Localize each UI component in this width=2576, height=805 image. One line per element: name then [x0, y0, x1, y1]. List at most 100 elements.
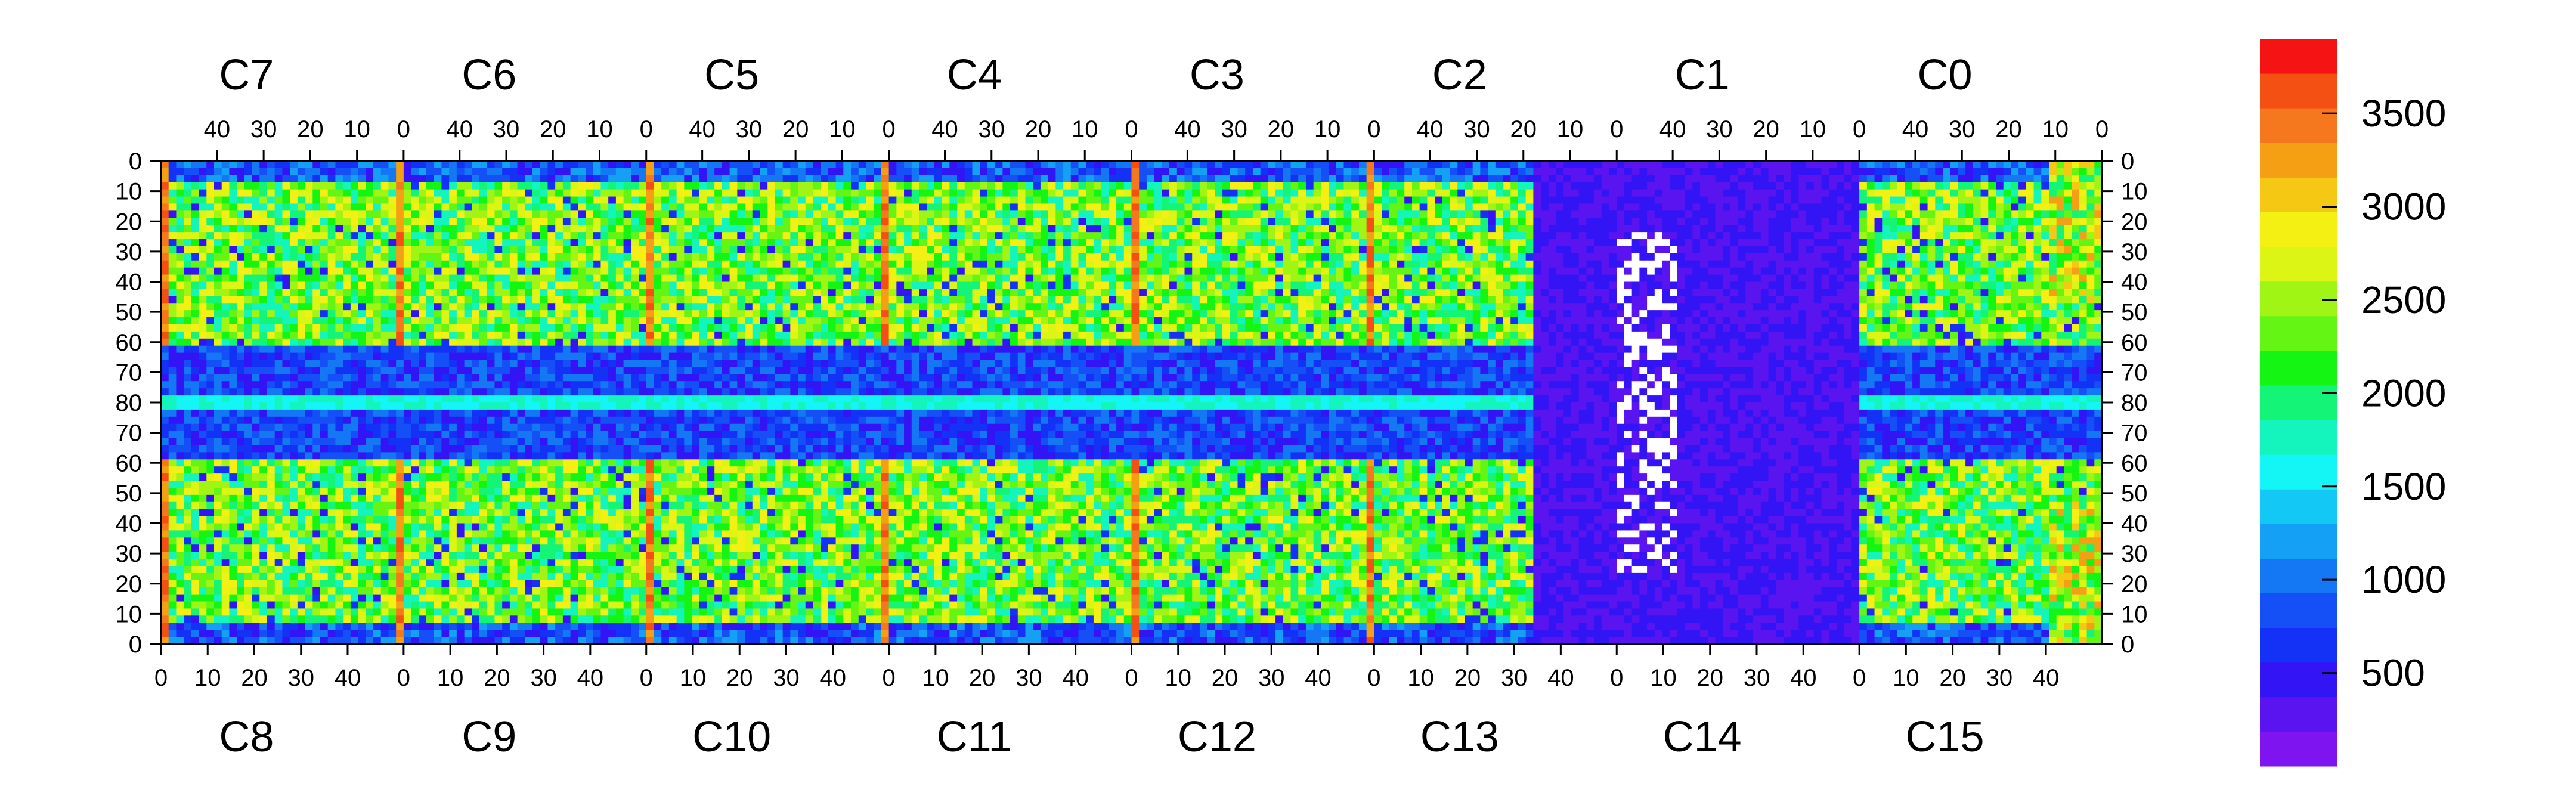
heat-cell: [2033, 168, 2042, 176]
heat-cell: [608, 239, 617, 247]
heat-cell: [2003, 210, 2012, 218]
heat-cell: [1116, 189, 1125, 197]
heat-cell: [676, 225, 685, 233]
heat-cell: [1745, 289, 1754, 296]
heat-cell: [1109, 274, 1117, 283]
heat-cell: [1700, 253, 1708, 261]
heat-cell: [1631, 189, 1640, 197]
heat-cell: [358, 203, 366, 211]
heat-cell: [1670, 175, 1678, 183]
heat-cell: [1442, 218, 1451, 225]
heat-cell: [866, 253, 874, 261]
heat-cell: [449, 296, 457, 304]
heat-cell: [1654, 274, 1663, 283]
heat-cell: [1927, 239, 1936, 247]
heat-cell: [570, 225, 578, 233]
heat-cell: [547, 246, 556, 254]
heat-cell: [1813, 260, 1822, 268]
heat-cell: [1631, 203, 1640, 211]
heat-cell: [1245, 189, 1253, 197]
heat-cell: [1806, 196, 1815, 205]
heat-cell: [1715, 232, 1723, 240]
heat-cell: [1169, 253, 1178, 261]
heat-cell: [290, 168, 298, 176]
heat-cell: [745, 161, 753, 169]
heat-cell: [1169, 289, 1178, 296]
heat-cell: [441, 189, 450, 197]
heat-cell: [1086, 196, 1094, 205]
heat-cell: [464, 289, 472, 296]
heat-cell: [1237, 189, 1246, 197]
heat-cell: [305, 182, 313, 190]
heat-cell: [866, 168, 874, 176]
heat-cell: [176, 253, 184, 261]
heat-cell: [532, 218, 541, 225]
heat-cell: [1275, 168, 1284, 176]
heat-cell: [646, 161, 655, 169]
heat-cell: [729, 168, 738, 176]
heat-cell: [1123, 232, 1132, 240]
heat-cell: [1237, 281, 1246, 290]
heat-cell: [896, 161, 905, 169]
heat-cell: [813, 260, 821, 268]
heat-cell: [1230, 175, 1239, 183]
heat-cell: [1700, 196, 1708, 205]
heat-cell: [1078, 274, 1086, 283]
heat-cell: [1791, 253, 1799, 261]
heat-cell: [1738, 274, 1746, 283]
heat-cell: [1950, 175, 1959, 183]
heat-cell: [615, 189, 624, 197]
heat-cell: [562, 175, 571, 183]
heat-cell: [615, 218, 624, 225]
heat-cell: [1571, 289, 1580, 296]
heat-cell: [722, 168, 730, 176]
heat-cell: [2018, 289, 2027, 296]
heat-cell: [1290, 232, 1299, 240]
heat-cell: [1958, 232, 1966, 240]
heat-cell: [562, 246, 571, 254]
heat-cell: [2079, 289, 2088, 296]
heat-cell: [578, 225, 586, 233]
heat-cell: [1411, 289, 1420, 296]
heat-cell: [1685, 196, 1693, 205]
heat-cell: [206, 281, 215, 290]
heat-cell: [1237, 267, 1246, 275]
heat-cell: [1336, 225, 1345, 233]
heat-cell: [570, 246, 578, 254]
heat-cell: [1919, 281, 1928, 290]
heat-cell: [2011, 239, 2019, 247]
heat-cell: [608, 161, 617, 169]
heat-cell: [2026, 203, 2035, 211]
heat-cell: [1965, 289, 1974, 296]
heat-cell: [426, 168, 435, 176]
heat-cell: [305, 239, 313, 247]
heat-cell: [1139, 218, 1147, 225]
heat-cell: [2094, 267, 2103, 275]
heat-cell: [380, 189, 389, 197]
heat-cell: [911, 210, 920, 218]
heat-cell: [692, 175, 700, 183]
heat-cell: [1070, 232, 1079, 240]
heat-cell: [1275, 210, 1284, 218]
heat-cell: [1063, 218, 1072, 225]
heat-cell: [206, 260, 215, 268]
heat-cell: [578, 281, 586, 290]
heat-cell: [995, 196, 1003, 205]
heat-cell: [858, 267, 867, 275]
heat-cell: [1677, 218, 1686, 225]
heat-cell: [1411, 196, 1420, 205]
heat-cell: [1813, 210, 1822, 218]
heat-cell: [2033, 289, 2042, 296]
heat-cell: [479, 161, 488, 169]
heat-cell: [798, 267, 806, 275]
heat-cell: [661, 260, 670, 268]
heat-cell: [1738, 260, 1746, 268]
heat-cell: [995, 203, 1003, 211]
heat-cell: [1070, 260, 1079, 268]
heat-cell: [600, 274, 609, 283]
heat-cell: [335, 246, 343, 254]
heat-cell: [1450, 246, 1458, 254]
heat-cell: [1942, 253, 1951, 261]
heat-cell: [206, 161, 215, 169]
heat-cell: [1488, 289, 1496, 296]
